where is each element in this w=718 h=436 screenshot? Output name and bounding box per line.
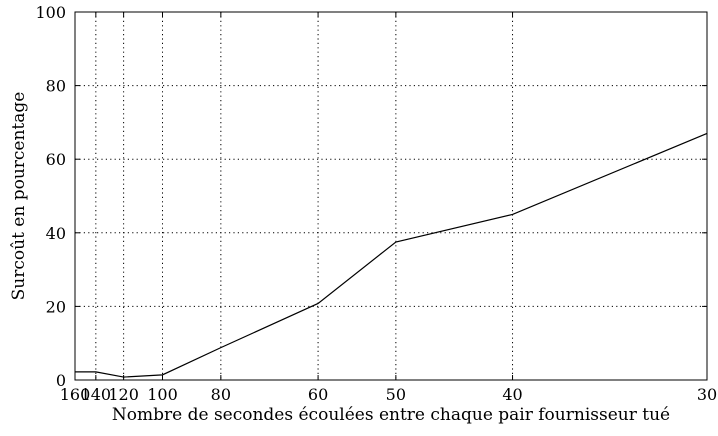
y-tick-label: 0 (56, 371, 66, 390)
x-tick-label: 40 (502, 385, 522, 404)
y-tick-label: 80 (46, 77, 66, 96)
grid (75, 12, 707, 380)
y-tick-label: 100 (35, 3, 66, 22)
x-tick-label: 80 (211, 385, 231, 404)
x-tick-label: 60 (308, 385, 328, 404)
x-tick-label: 120 (108, 385, 139, 404)
y-tick-label: 20 (46, 297, 66, 316)
x-axis-label: Nombre de secondes écoulées entre chaque… (112, 405, 670, 425)
x-tick-label: 100 (147, 385, 178, 404)
series-group (75, 132, 708, 378)
series-line (75, 132, 708, 378)
y-axis-tick-labels: 0 20 40 60 80 100 (35, 3, 66, 390)
x-tick-label: 140 (81, 385, 112, 404)
y-tick-label: 60 (46, 150, 66, 169)
x-tick-label: 30 (697, 385, 717, 404)
x-tick-label: 160 (60, 385, 91, 404)
x-tick-label: 50 (386, 385, 406, 404)
plot-area-frame (74, 11, 708, 381)
y-tick-label: 40 (46, 224, 66, 243)
y-axis-label: Surcoût en pourcentage (9, 92, 29, 301)
axis-ticks (74, 11, 708, 381)
